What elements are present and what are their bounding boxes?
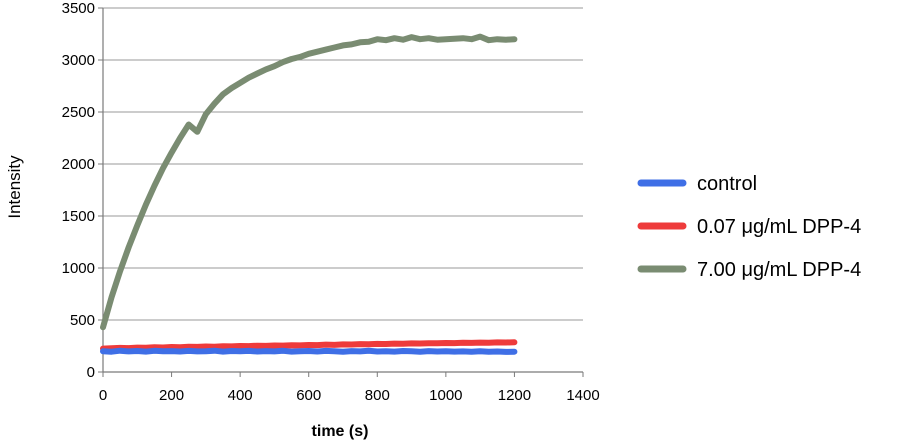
y-tick-label: 0 [87,364,95,381]
legend-label: 0.07 μg/mL DPP-4 [697,216,861,238]
legend-label: 7.00 μg/mL DPP-4 [697,259,861,281]
series-line-1 [100,339,518,352]
y-tick-label: 2000 [62,156,95,173]
x-tick-label: 1200 [498,387,531,404]
y-tick-label: 3000 [62,52,95,69]
x-axis-title: time (s) [312,423,369,440]
x-tick-label: 200 [159,387,184,404]
y-tick-label: 1000 [62,260,95,277]
axes [98,7,584,377]
series-lines [100,33,518,355]
x-tick-label: 400 [228,387,253,404]
x-tick-label: 1000 [429,387,462,404]
legend: control 0.07 μg/mL DPP-4 7.00 μg/mL DPP-4 [637,173,861,281]
x-tick-label: 600 [296,387,321,404]
x-tick-label: 0 [99,387,107,404]
grid-lines [103,7,583,321]
y-tick-label: 500 [70,312,95,329]
series-line-0 [100,347,518,355]
x-tick-label: 1400 [566,387,599,404]
y-tick-label: 2500 [62,104,95,121]
y-tick-label: 3500 [62,0,95,17]
y-tick-labels: 0 500 1000 1500 2000 2500 3000 3500 [62,0,95,381]
legend-label: control [697,173,757,195]
y-tick-label: 1500 [62,208,95,225]
x-tick-label: 800 [365,387,390,404]
x-tick-labels: 0 200 400 600 800 1000 1200 1400 [99,387,600,404]
series-line-2 [100,33,518,331]
y-axis-title: Intensity [5,155,24,219]
